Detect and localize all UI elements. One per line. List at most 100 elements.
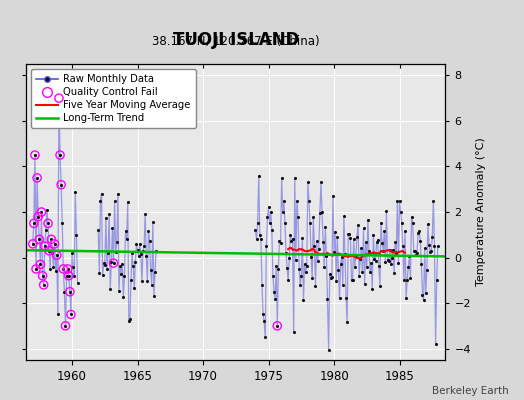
Point	[29, 241, 37, 247]
Point	[131, 259, 139, 265]
Point	[124, 199, 132, 205]
Point	[253, 236, 261, 242]
Point	[373, 239, 381, 246]
Point	[376, 283, 384, 289]
Point	[279, 209, 287, 215]
Point	[145, 238, 154, 244]
Point	[30, 220, 38, 226]
Point	[365, 248, 373, 254]
Point	[38, 272, 47, 279]
Point	[412, 252, 420, 258]
Point	[111, 198, 119, 204]
Point	[329, 193, 337, 199]
Point	[332, 278, 341, 284]
Point	[61, 323, 70, 329]
Point	[119, 294, 127, 300]
Point	[312, 238, 321, 244]
Point	[322, 253, 331, 259]
Point	[95, 270, 104, 276]
Point	[324, 347, 333, 353]
Point	[252, 227, 260, 234]
Point	[351, 263, 359, 270]
Point	[280, 198, 288, 204]
Point	[66, 288, 74, 295]
Point	[300, 261, 309, 267]
Point	[264, 204, 272, 211]
Point	[413, 250, 421, 256]
Point	[391, 239, 399, 245]
Point	[271, 295, 279, 302]
Point	[107, 259, 115, 265]
Point	[43, 206, 51, 213]
Point	[63, 266, 72, 272]
Point	[122, 227, 130, 234]
Point	[344, 231, 353, 238]
Point	[105, 211, 113, 218]
Point	[427, 248, 435, 254]
Point	[103, 266, 111, 272]
Point	[118, 261, 126, 268]
Point	[141, 210, 149, 217]
Point	[137, 250, 145, 257]
Point	[305, 198, 313, 204]
Point	[268, 227, 276, 234]
Point	[45, 248, 53, 254]
Point	[64, 272, 73, 279]
Point	[281, 220, 289, 226]
Point	[114, 190, 122, 197]
Point	[407, 214, 416, 220]
Point	[290, 175, 299, 181]
Point	[48, 250, 57, 256]
Point	[309, 214, 318, 220]
Point	[110, 260, 118, 266]
Point	[423, 266, 431, 273]
Point	[127, 277, 135, 284]
Point	[267, 209, 275, 215]
Point	[270, 288, 278, 295]
Point	[386, 247, 394, 254]
Point	[116, 263, 124, 270]
Point	[73, 279, 82, 286]
Point	[115, 288, 123, 294]
Point	[139, 248, 147, 254]
Point	[129, 262, 137, 269]
Point	[36, 261, 45, 268]
Point	[399, 243, 407, 250]
Point	[50, 241, 59, 247]
Point	[53, 311, 62, 318]
Point	[140, 243, 148, 249]
Point	[402, 295, 410, 302]
Point	[99, 272, 107, 278]
Point	[94, 227, 103, 233]
Point	[417, 261, 425, 267]
Point	[333, 234, 342, 240]
Point	[337, 254, 346, 260]
Point	[31, 152, 39, 158]
Point	[61, 323, 70, 329]
Point	[380, 228, 388, 234]
Point	[374, 237, 382, 243]
Point	[31, 152, 39, 158]
Point	[308, 275, 316, 282]
Point	[288, 236, 297, 242]
Point	[136, 240, 144, 247]
Point	[284, 277, 292, 284]
Point	[296, 282, 304, 288]
Point	[325, 270, 334, 277]
Point	[40, 243, 49, 249]
Point	[319, 238, 328, 245]
Point	[385, 258, 393, 264]
Point	[45, 248, 53, 254]
Point	[331, 228, 340, 235]
Point	[301, 269, 310, 275]
Point	[420, 245, 429, 252]
Point	[411, 248, 419, 254]
Point	[390, 270, 398, 276]
Point	[148, 282, 156, 288]
Point	[39, 282, 48, 288]
Point	[400, 276, 408, 283]
Point	[387, 260, 395, 267]
Point	[33, 175, 41, 181]
Point	[424, 221, 432, 227]
Point	[66, 288, 74, 295]
